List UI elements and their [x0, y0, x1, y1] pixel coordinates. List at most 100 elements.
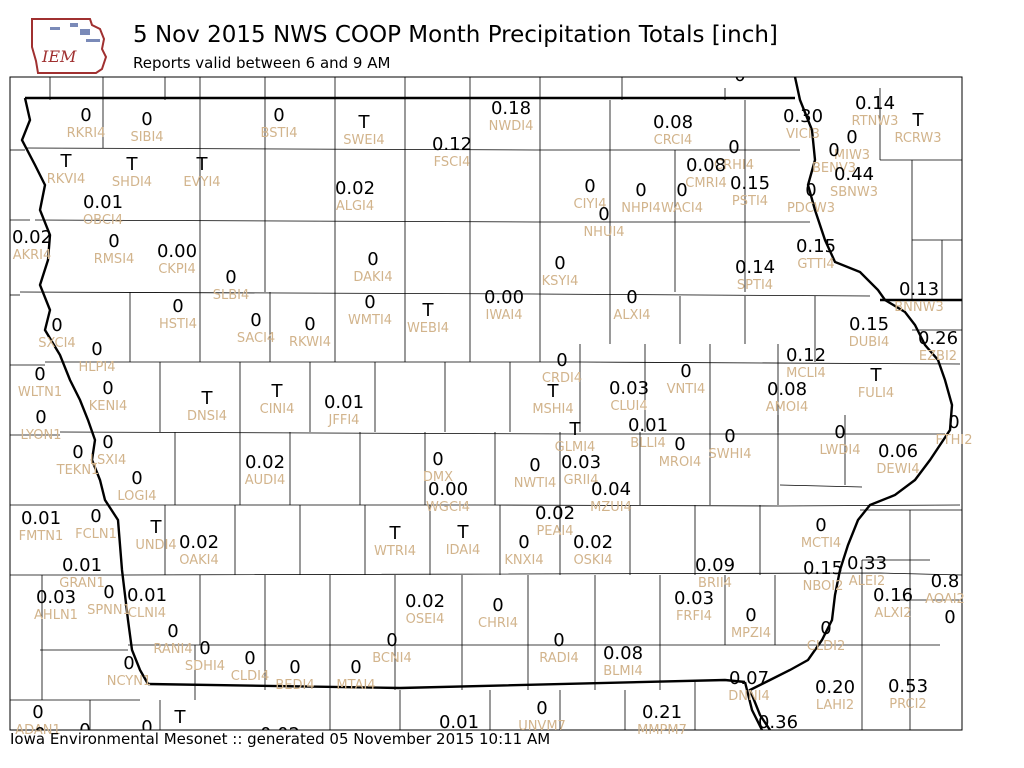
precip-value: 0 — [167, 621, 178, 642]
station-id: KNXI4 — [504, 553, 543, 568]
precip-value: 0 — [745, 605, 756, 626]
station-id: UNVM7 — [518, 719, 566, 734]
station-id: BNNW3 — [894, 300, 944, 315]
precip-value: 0.00 — [484, 287, 524, 308]
station-id: CLDI4 — [231, 669, 269, 684]
precip-value: 0.09 — [695, 555, 735, 576]
precip-value: 0 — [304, 314, 315, 335]
station-id: GRII4 — [563, 473, 598, 488]
precip-value: 0 — [244, 648, 255, 669]
station-id: PEAI4 — [536, 524, 573, 539]
station-id: BLMI4 — [603, 664, 642, 679]
station-id: AKRI4 — [13, 248, 52, 263]
station-id: SPTI4 — [737, 278, 773, 293]
partial-precip-value: 0 — [141, 717, 152, 738]
precip-value: 0.15 — [803, 558, 843, 579]
precip-value: T — [912, 110, 925, 131]
precip-value: 0 — [554, 253, 565, 274]
station-id: ALGI4 — [336, 199, 374, 214]
precip-value: T — [201, 388, 214, 409]
station-id: DMX — [423, 470, 453, 485]
precip-value: 0 — [728, 137, 739, 158]
station-id: IDAI4 — [446, 543, 481, 558]
station-id: DNSI4 — [187, 409, 227, 424]
station-id: CHRI4 — [478, 616, 518, 631]
station-id: UNDI4 — [135, 538, 176, 553]
precip-value: 0.01 — [21, 508, 61, 529]
station-id: KSYI4 — [542, 274, 579, 289]
station-id: DAKI4 — [353, 270, 392, 285]
station-id: NWDI4 — [489, 119, 534, 134]
precip-value: 0.02 — [335, 178, 375, 199]
precip-value: T — [870, 365, 883, 386]
station-id: ALEI2 — [849, 574, 885, 589]
precip-value: 0.02 — [535, 503, 575, 524]
station-id: ADAN1 — [15, 723, 61, 738]
precip-value: 0 — [805, 180, 816, 201]
precip-value: 0.44 — [834, 164, 874, 185]
precip-value: 0.12 — [786, 345, 826, 366]
precip-value: 0 — [51, 315, 62, 336]
station-id: OSKI4 — [573, 553, 612, 568]
station-id: KENI4 — [89, 399, 128, 414]
precip-value: 0.01 — [324, 392, 364, 413]
map-subtitle: Reports valid between 6 and 9 AM — [133, 54, 391, 72]
precip-value: 0 — [103, 582, 114, 603]
precip-value: 0.15 — [796, 236, 836, 257]
precip-value: T — [271, 381, 284, 402]
precip-value: 0 — [834, 422, 845, 443]
station-id: HLPI4 — [79, 360, 116, 375]
precip-value: 0.03 — [609, 378, 649, 399]
station-id: FRFI4 — [676, 609, 712, 624]
station-id: GTTI4 — [797, 257, 834, 272]
precip-value: T — [60, 151, 73, 172]
precip-value: 0.01 — [127, 585, 167, 606]
precip-value: 0.06 — [878, 441, 918, 462]
precip-value: 0.53 — [888, 676, 928, 697]
precip-value: 0.14 — [855, 93, 895, 114]
logo-text: IEM — [41, 47, 77, 66]
station-id: SIBI4 — [130, 130, 163, 145]
station-id: LWDI4 — [819, 443, 860, 458]
precip-value: T — [126, 154, 139, 175]
precip-value: 0.00 — [428, 479, 468, 500]
